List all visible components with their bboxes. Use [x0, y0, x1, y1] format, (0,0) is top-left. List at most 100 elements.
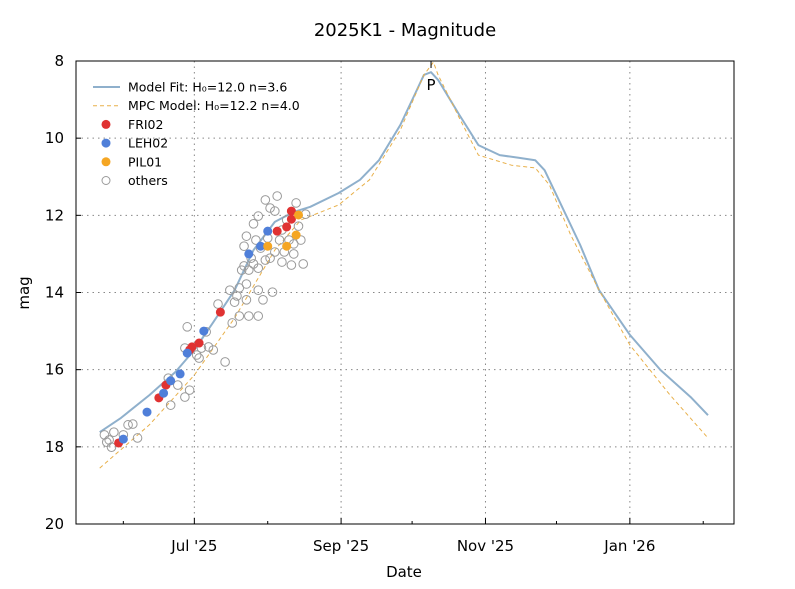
legend: Model Fit: H₀=12.0 n=3.6 MPC Model: H₀=12…	[93, 80, 300, 188]
y-tick-label: 18	[45, 438, 64, 456]
data-point-others	[220, 357, 230, 367]
data-point-leh02	[182, 348, 192, 358]
x-axis-label: Date	[386, 563, 422, 581]
legend-label: PIL01	[128, 154, 162, 169]
data-point-others	[241, 279, 252, 289]
data-point-others	[253, 211, 264, 221]
peak-label: P	[427, 76, 436, 94]
data-point-others	[265, 253, 275, 263]
legend-marker	[101, 119, 111, 129]
data-point-others	[184, 385, 195, 395]
x-tick-label: Nov '25	[457, 537, 514, 555]
data-point-leh02	[199, 326, 209, 336]
x-tick-label: Jan '26	[603, 537, 655, 555]
data-point-others	[132, 433, 143, 443]
plot-frame	[75, 60, 735, 525]
data-point-pil01	[282, 241, 292, 251]
data-point-leh02	[244, 249, 254, 259]
data-point-leh02	[118, 434, 128, 444]
mpc-model-line	[99, 61, 709, 469]
data-point-others	[239, 241, 249, 251]
data-point-others	[106, 442, 117, 453]
data-point-others	[253, 263, 264, 273]
data-point-others	[248, 219, 259, 229]
data-point-fri02	[194, 338, 204, 348]
data-point-fri02	[286, 214, 296, 224]
y-tick-label: 16	[45, 361, 64, 379]
data-point-others	[253, 285, 264, 295]
data-point-others	[241, 231, 252, 241]
y-tick-label: 10	[45, 129, 64, 147]
legend-marker	[101, 157, 111, 167]
data-point-others	[225, 285, 235, 295]
data-point-others	[270, 206, 280, 216]
y-tick-label: 8	[54, 52, 64, 70]
data-point-leh02	[256, 241, 266, 251]
data-point-others	[191, 350, 202, 360]
data-point-others	[265, 203, 275, 213]
data-point-fri02	[286, 206, 296, 216]
data-point-others	[298, 259, 309, 269]
data-point-others	[296, 235, 306, 245]
data-point-others	[260, 195, 271, 205]
legend-label: Model Fit: H₀=12.0 n=3.6	[128, 80, 287, 95]
data-point-others	[293, 221, 304, 231]
x-tick-label: Sep '25	[313, 537, 369, 555]
data-point-others	[172, 380, 183, 390]
data-point-others	[243, 265, 254, 275]
data-point-others	[253, 311, 264, 321]
data-point-fri02	[215, 307, 225, 317]
data-point-others	[229, 297, 240, 307]
grid	[76, 61, 734, 524]
data-point-leh02	[263, 226, 273, 236]
data-point-others	[194, 353, 204, 363]
data-point-pil01	[263, 241, 273, 251]
axes: 8 10 12 14 16 18 20 Jul '25 Sep '25 Nov '25 Jan '2…	[45, 52, 704, 555]
data-point-others	[208, 345, 219, 355]
legend-label: FRI02	[128, 117, 163, 132]
data-point-others	[286, 260, 297, 270]
data-point-leh02	[166, 376, 176, 386]
data-point-others	[234, 311, 245, 321]
data-point-leh02	[159, 388, 169, 398]
data-point-leh02	[175, 369, 185, 379]
legend-label: MPC Model: H₀=12.2 n=4.0	[128, 98, 300, 113]
data-point-others	[213, 299, 223, 309]
x-tick-label: Jul '25	[170, 537, 217, 555]
data-point-others	[291, 198, 301, 208]
data-point-fri02	[272, 226, 282, 236]
plot-area: P	[99, 61, 709, 469]
data-point-others	[270, 247, 280, 257]
data-point-others	[123, 420, 133, 430]
legend-label: others	[128, 173, 168, 188]
data-point-others	[260, 255, 271, 265]
data-point-pil01	[293, 210, 303, 220]
data-point-others	[241, 295, 252, 305]
legend-marker	[101, 176, 111, 185]
y-axis-label: mag	[15, 276, 33, 309]
data-point-others	[277, 257, 287, 267]
y-tick-label: 12	[45, 206, 64, 224]
y-tick-label: 14	[45, 284, 64, 302]
data-point-others	[109, 427, 119, 437]
data-point-others	[251, 235, 261, 245]
data-point-others	[101, 437, 112, 448]
data-point-others	[180, 392, 190, 402]
data-point-others	[128, 419, 138, 429]
data-point-others	[274, 235, 285, 245]
legend-label: LEH02	[128, 136, 168, 151]
data-point-others	[272, 191, 282, 201]
data-point-others	[258, 295, 268, 305]
data-point-others	[203, 342, 214, 352]
data-point-others	[182, 322, 193, 332]
data-point-pil01	[291, 230, 301, 240]
data-point-others	[227, 318, 238, 328]
chart-title: 2025K1 - Magnitude	[314, 20, 496, 41]
data-point-others	[243, 311, 254, 321]
data-point-others	[165, 400, 176, 410]
legend-marker	[101, 138, 111, 148]
model-fit-line	[99, 71, 709, 434]
data-point-fri02	[187, 342, 197, 352]
data-point-others	[104, 435, 114, 445]
